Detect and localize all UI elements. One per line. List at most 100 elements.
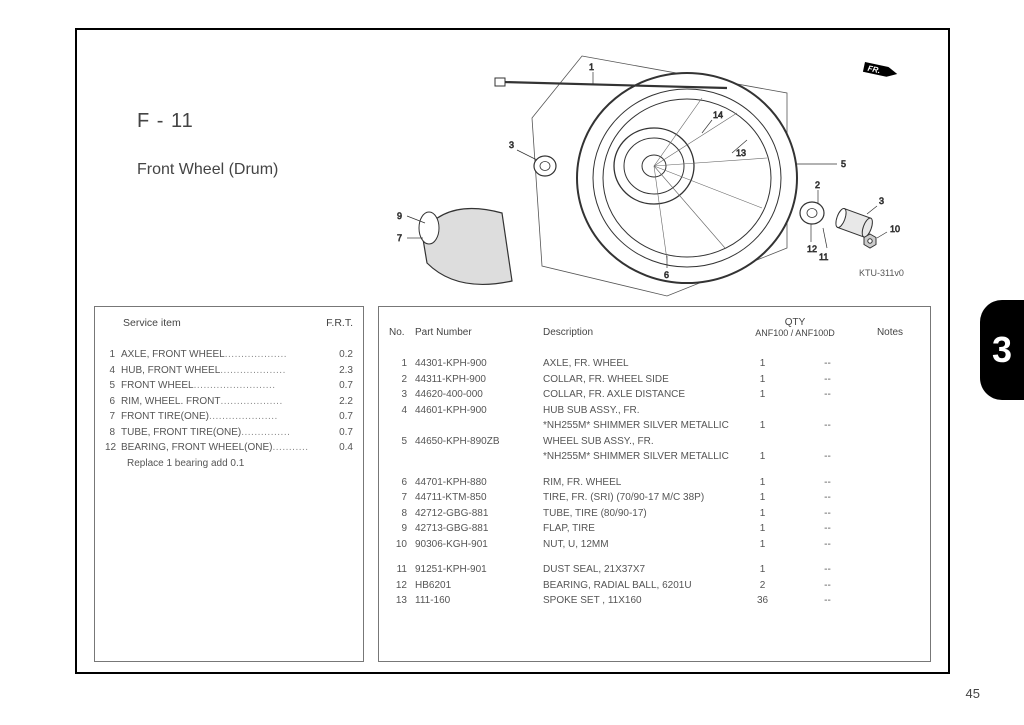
parts-pn (415, 418, 533, 434)
parts-qty2: -- (795, 449, 860, 465)
svg-text:3: 3 (509, 140, 514, 150)
parts-no: 9 (389, 521, 415, 537)
svg-text:13: 13 (736, 148, 746, 158)
parts-desc: NUT, U, 12MM (533, 537, 730, 553)
service-rows: 1AXLE, FRONT WHEEL...................0.2… (105, 347, 353, 456)
parts-notes-cell (860, 418, 920, 434)
parts-qty1: 1 (730, 372, 795, 388)
parts-pn: 91251-KPH-901 (415, 562, 533, 578)
parts-qty2: -- (795, 490, 860, 506)
parts-no: 8 (389, 506, 415, 522)
parts-pn: 44601-KPH-900 (415, 403, 533, 419)
parts-desc: BEARING, RADIAL BALL, 6201U (533, 578, 730, 594)
parts-no: 7 (389, 490, 415, 506)
service-row: 6RIM, WHEEL. FRONT...................2.2 (105, 394, 353, 410)
parts-notes-cell (860, 434, 920, 450)
svg-text:FR.: FR. (867, 64, 881, 75)
parts-qty2: -- (795, 475, 860, 491)
service-no: 6 (105, 394, 121, 410)
page-frame: F - 11 Front Wheel (Drum) (75, 28, 950, 674)
service-row: 5FRONT WHEEL.........................0.7 (105, 378, 353, 394)
parts-pn: 44650-KPH-890ZB (415, 434, 533, 450)
parts-qty2: -- (795, 521, 860, 537)
section-title: Front Wheel (Drum) (137, 161, 278, 179)
service-row: 7FRONT TIRE(ONE).....................0.7 (105, 409, 353, 425)
service-table: Service item F.R.T. 1AXLE, FRONT WHEEL..… (94, 306, 364, 662)
service-desc: RIM, WHEEL. FRONT................... (121, 394, 323, 410)
service-desc: FRONT TIRE(ONE)..................... (121, 409, 323, 425)
parts-desc: COLLAR, FR. AXLE DISTANCE (533, 387, 730, 403)
parts-qty1: 1 (730, 387, 795, 403)
parts-qty2: -- (795, 562, 860, 578)
parts-pn (415, 449, 533, 465)
parts-row: 13111-160SPOKE SET , 11X16036-- (389, 593, 920, 609)
parts-qty2: -- (795, 356, 860, 372)
parts-qty1: 1 (730, 506, 795, 522)
parts-row: 444601-KPH-900HUB SUB ASSY., FR. (389, 403, 920, 419)
parts-no: 13 (389, 593, 415, 609)
parts-desc: TUBE, TIRE (80/90-17) (533, 506, 730, 522)
parts-no: 2 (389, 372, 415, 388)
parts-notes-cell (860, 490, 920, 506)
parts-qty1: 1 (730, 521, 795, 537)
service-desc: AXLE, FRONT WHEEL................... (121, 347, 323, 363)
parts-notes-cell (860, 387, 920, 403)
parts-group-gap (389, 552, 920, 562)
section-tab: 3 (980, 300, 1024, 400)
service-frt: 0.4 (323, 440, 353, 456)
parts-notes-cell (860, 372, 920, 388)
parts-pn: 42712-GBG-881 (415, 506, 533, 522)
svg-text:10: 10 (890, 224, 900, 234)
parts-row: 12HB6201BEARING, RADIAL BALL, 6201U2-- (389, 578, 920, 594)
service-desc: TUBE, FRONT TIRE(ONE)............... (121, 425, 323, 441)
tables-row: Service item F.R.T. 1AXLE, FRONT WHEEL..… (94, 306, 931, 662)
service-header-item: Service item (105, 317, 313, 329)
parts-desc: RIM, FR. WHEEL (533, 475, 730, 491)
parts-pn: 111-160 (415, 593, 533, 609)
parts-pn: 44311-KPH-900 (415, 372, 533, 388)
parts-no: 10 (389, 537, 415, 553)
parts-row: 244311-KPH-900COLLAR, FR. WHEEL SIDE1-- (389, 372, 920, 388)
parts-pn: 44620-400-000 (415, 387, 533, 403)
parts-notes-cell (860, 521, 920, 537)
svg-text:5: 5 (841, 159, 846, 169)
svg-text:9: 9 (397, 211, 402, 221)
svg-text:2: 2 (815, 180, 820, 190)
svg-text:6: 6 (664, 270, 669, 280)
parts-no: 6 (389, 475, 415, 491)
parts-qty2: -- (795, 593, 860, 609)
svg-text:3: 3 (879, 196, 884, 206)
service-header-frt: F.R.T. (313, 317, 353, 329)
parts-pn: 44301-KPH-900 (415, 356, 533, 372)
section-tab-number: 3 (992, 329, 1012, 371)
parts-qty2 (795, 434, 860, 450)
parts-pn: 44701-KPH-880 (415, 475, 533, 491)
parts-qty1 (730, 403, 795, 419)
service-row: 1AXLE, FRONT WHEEL...................0.2 (105, 347, 353, 363)
parts-qty1: 36 (730, 593, 795, 609)
parts-header-qty: QTY ANF100 / ANF100D (730, 317, 860, 338)
parts-no: 1 (389, 356, 415, 372)
parts-row: 344620-400-000COLLAR, FR. AXLE DISTANCE1… (389, 387, 920, 403)
parts-desc: TIRE, FR. (SRI) (70/90-17 M/C 38P) (533, 490, 730, 506)
parts-row: 1090306-KGH-901NUT, U, 12MM1-- (389, 537, 920, 553)
parts-pn: 44711-KTM-850 (415, 490, 533, 506)
parts-group-gap (389, 465, 920, 475)
parts-no: 3 (389, 387, 415, 403)
service-frt: 0.2 (323, 347, 353, 363)
service-no: 4 (105, 363, 121, 379)
parts-row: 144301-KPH-900AXLE, FR. WHEEL1-- (389, 356, 920, 372)
parts-qty2: -- (795, 537, 860, 553)
svg-text:12: 12 (807, 244, 817, 254)
parts-header-notes: Notes (860, 327, 920, 338)
title-area: F - 11 Front Wheel (Drum) (137, 110, 278, 179)
service-frt: 0.7 (323, 425, 353, 441)
parts-pn: 42713-GBG-881 (415, 521, 533, 537)
parts-row: *NH255M* SHIMMER SILVER METALLIC1-- (389, 418, 920, 434)
parts-qty2 (795, 403, 860, 419)
parts-no: 5 (389, 434, 415, 450)
parts-row: 942713-GBG-881FLAP, TIRE1-- (389, 521, 920, 537)
parts-notes-cell (860, 562, 920, 578)
parts-row: 842712-GBG-881TUBE, TIRE (80/90-17)1-- (389, 506, 920, 522)
parts-rows: 144301-KPH-900AXLE, FR. WHEEL1--244311-K… (389, 356, 920, 609)
